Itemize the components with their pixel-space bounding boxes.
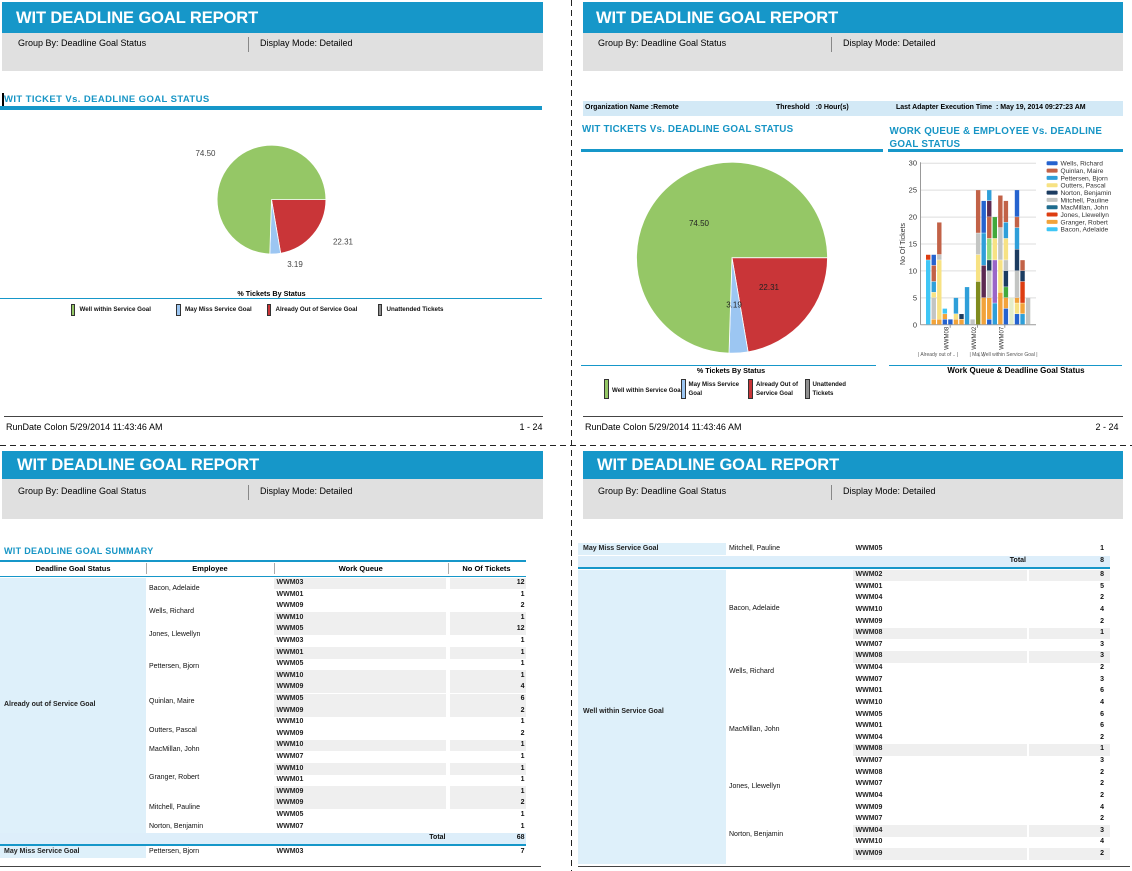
svg-text:30: 30 xyxy=(909,159,917,168)
svg-text:0: 0 xyxy=(913,320,917,329)
svg-text:| Ma.. |: | Ma.. | xyxy=(969,352,984,358)
svg-text:10: 10 xyxy=(909,266,917,275)
svg-text:No Of Tickets: No Of Tickets xyxy=(900,222,907,265)
svg-text:74.50: 74.50 xyxy=(195,149,216,158)
svg-text:15: 15 xyxy=(909,240,917,249)
svg-text:Wells, Richard: Wells, Richard xyxy=(1061,161,1104,168)
svg-text:Norton, Benjamin: Norton, Benjamin xyxy=(1061,190,1112,197)
svg-text:WWM07: WWM07 xyxy=(999,326,1005,350)
svg-text:Jones, Llewellyn: Jones, Llewellyn xyxy=(1061,212,1110,219)
svg-text:Outters, Pascal: Outters, Pascal xyxy=(1061,183,1107,190)
svg-text:74.50: 74.50 xyxy=(689,219,710,228)
svg-text:| Well within Service Goal |: | Well within Service Goal | xyxy=(978,352,1037,358)
svg-text:Mitchell, Pauline: Mitchell, Pauline xyxy=(1061,197,1109,204)
svg-text:5: 5 xyxy=(913,293,917,302)
svg-text:3.19: 3.19 xyxy=(726,301,742,310)
svg-text:22.31: 22.31 xyxy=(333,238,354,247)
svg-text:Granger, Robert: Granger, Robert xyxy=(1061,219,1108,226)
svg-text:| Already out of .. |: | Already out of .. | xyxy=(918,352,958,358)
svg-text:22.31: 22.31 xyxy=(759,283,780,292)
svg-text:WWM08: WWM08 xyxy=(945,326,951,350)
svg-text:WWM02: WWM02 xyxy=(972,326,978,350)
svg-text:MacMillan, John: MacMillan, John xyxy=(1061,205,1109,212)
svg-text:25: 25 xyxy=(909,186,917,195)
svg-text:Quinlan, Maire: Quinlan, Maire xyxy=(1061,168,1104,175)
svg-text:Bacon, Adelaide: Bacon, Adelaide xyxy=(1061,227,1109,234)
svg-text:Pettersen, Bjorn: Pettersen, Bjorn xyxy=(1061,175,1109,182)
svg-text:20: 20 xyxy=(909,213,917,222)
svg-text:3.19: 3.19 xyxy=(287,260,303,269)
